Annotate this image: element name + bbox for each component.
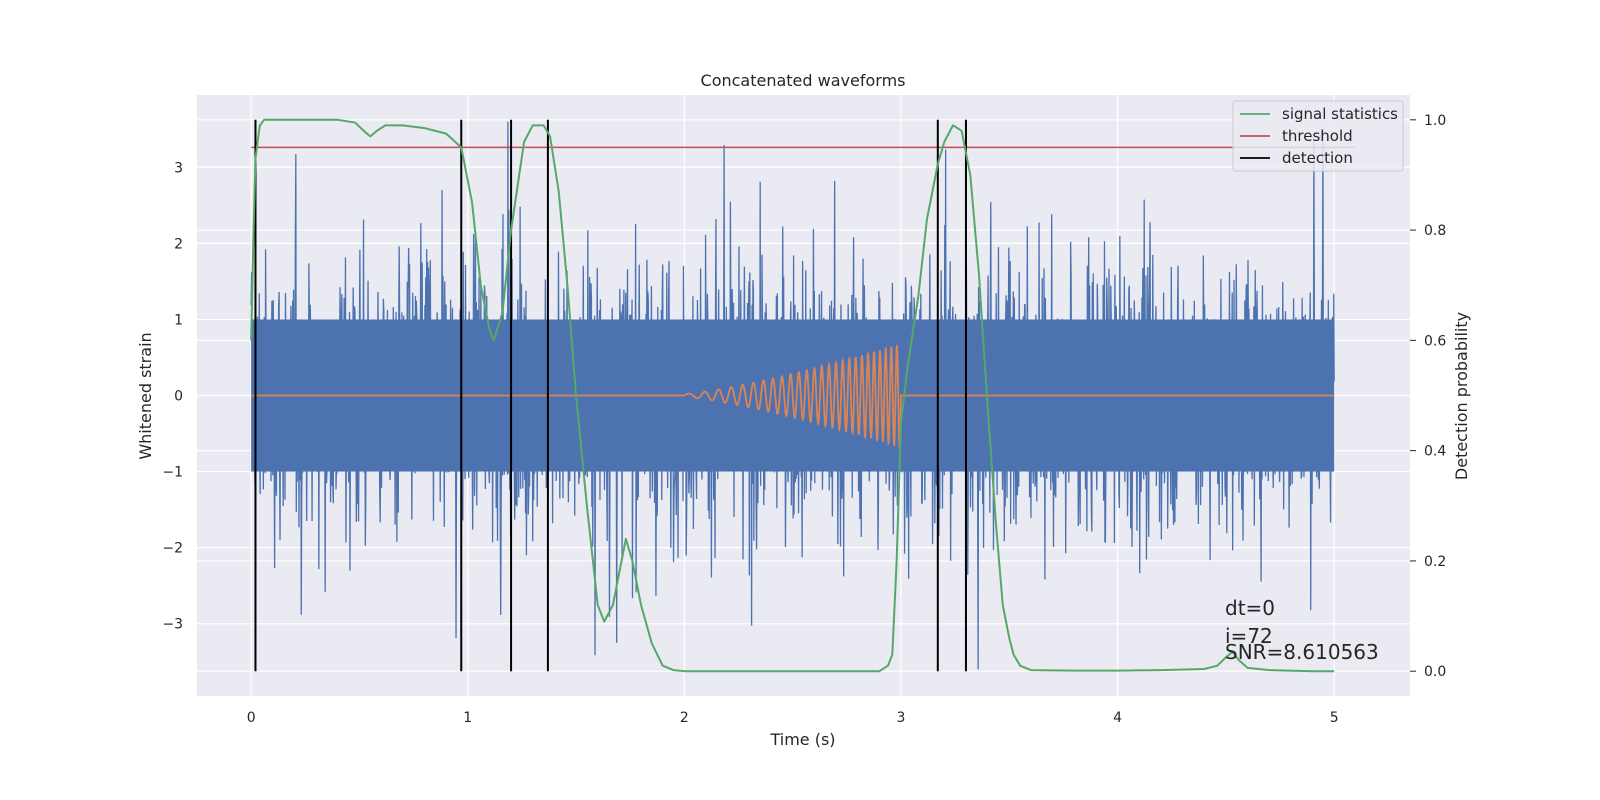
y-left-tick-label: −2 (162, 541, 183, 557)
annotation-i: i=72 (1225, 624, 1273, 648)
detection-series (254, 119, 967, 672)
y-right-axis-ticks: 0.0 0.2 0.4 0.6 0.8 1.0 (1410, 113, 1446, 680)
x-tick-label: 2 (680, 710, 689, 726)
y-left-tick-label: 1 (174, 312, 183, 328)
y-left-axis-label: Whitened strain (136, 332, 155, 459)
x-tick-label: 4 (1113, 710, 1122, 726)
x-axis-ticks: 0 1 2 3 4 5 (247, 710, 1339, 726)
y-right-tick-label: 0.6 (1424, 333, 1446, 349)
annotations: dt=0 i=72 SNR=8.610563 (1225, 596, 1379, 664)
y-right-tick-label: 1.0 (1424, 113, 1446, 129)
y-left-tick-label: −1 (162, 465, 183, 481)
x-axis-label: Time (s) (769, 730, 835, 749)
y-right-tick-label: 0.8 (1424, 223, 1446, 239)
signal-statistics-line (250, 118, 1335, 673)
y-right-tick-label: 0.0 (1424, 664, 1446, 680)
x-tick-label: 1 (463, 710, 472, 726)
legend: signal statistics threshold detection (1232, 100, 1404, 172)
annotation-snr: SNR=8.610563 (1225, 640, 1379, 664)
x-tick-label: 5 (1330, 710, 1339, 726)
y-left-tick-label: 2 (174, 236, 183, 252)
legend-box (1232, 100, 1404, 172)
y-right-tick-label: 0.4 (1424, 444, 1446, 460)
annotation-dt: dt=0 (1225, 596, 1275, 620)
y-left-tick-label: −3 (162, 617, 183, 633)
legend-label-signal-statistics: signal statistics (1282, 105, 1398, 123)
legend-label-detection: detection (1282, 149, 1353, 167)
legend-label-threshold: threshold (1282, 127, 1353, 145)
y-right-tick-label: 0.2 (1424, 554, 1446, 570)
template-line (251, 344, 1335, 450)
template-series (251, 344, 1335, 450)
x-tick-label: 3 (897, 710, 906, 726)
y-left-axis-ticks: −3 −2 −1 0 1 2 3 (162, 160, 183, 632)
y-right-axis-label: Detection probability (1452, 312, 1471, 480)
y-left-tick-label: 3 (174, 160, 183, 176)
signal-statistics-series (250, 118, 1335, 673)
chart-title: Concatenated waveforms (701, 71, 906, 90)
y-left-tick-label: 0 (174, 389, 183, 405)
x-tick-label: 0 (247, 710, 256, 726)
